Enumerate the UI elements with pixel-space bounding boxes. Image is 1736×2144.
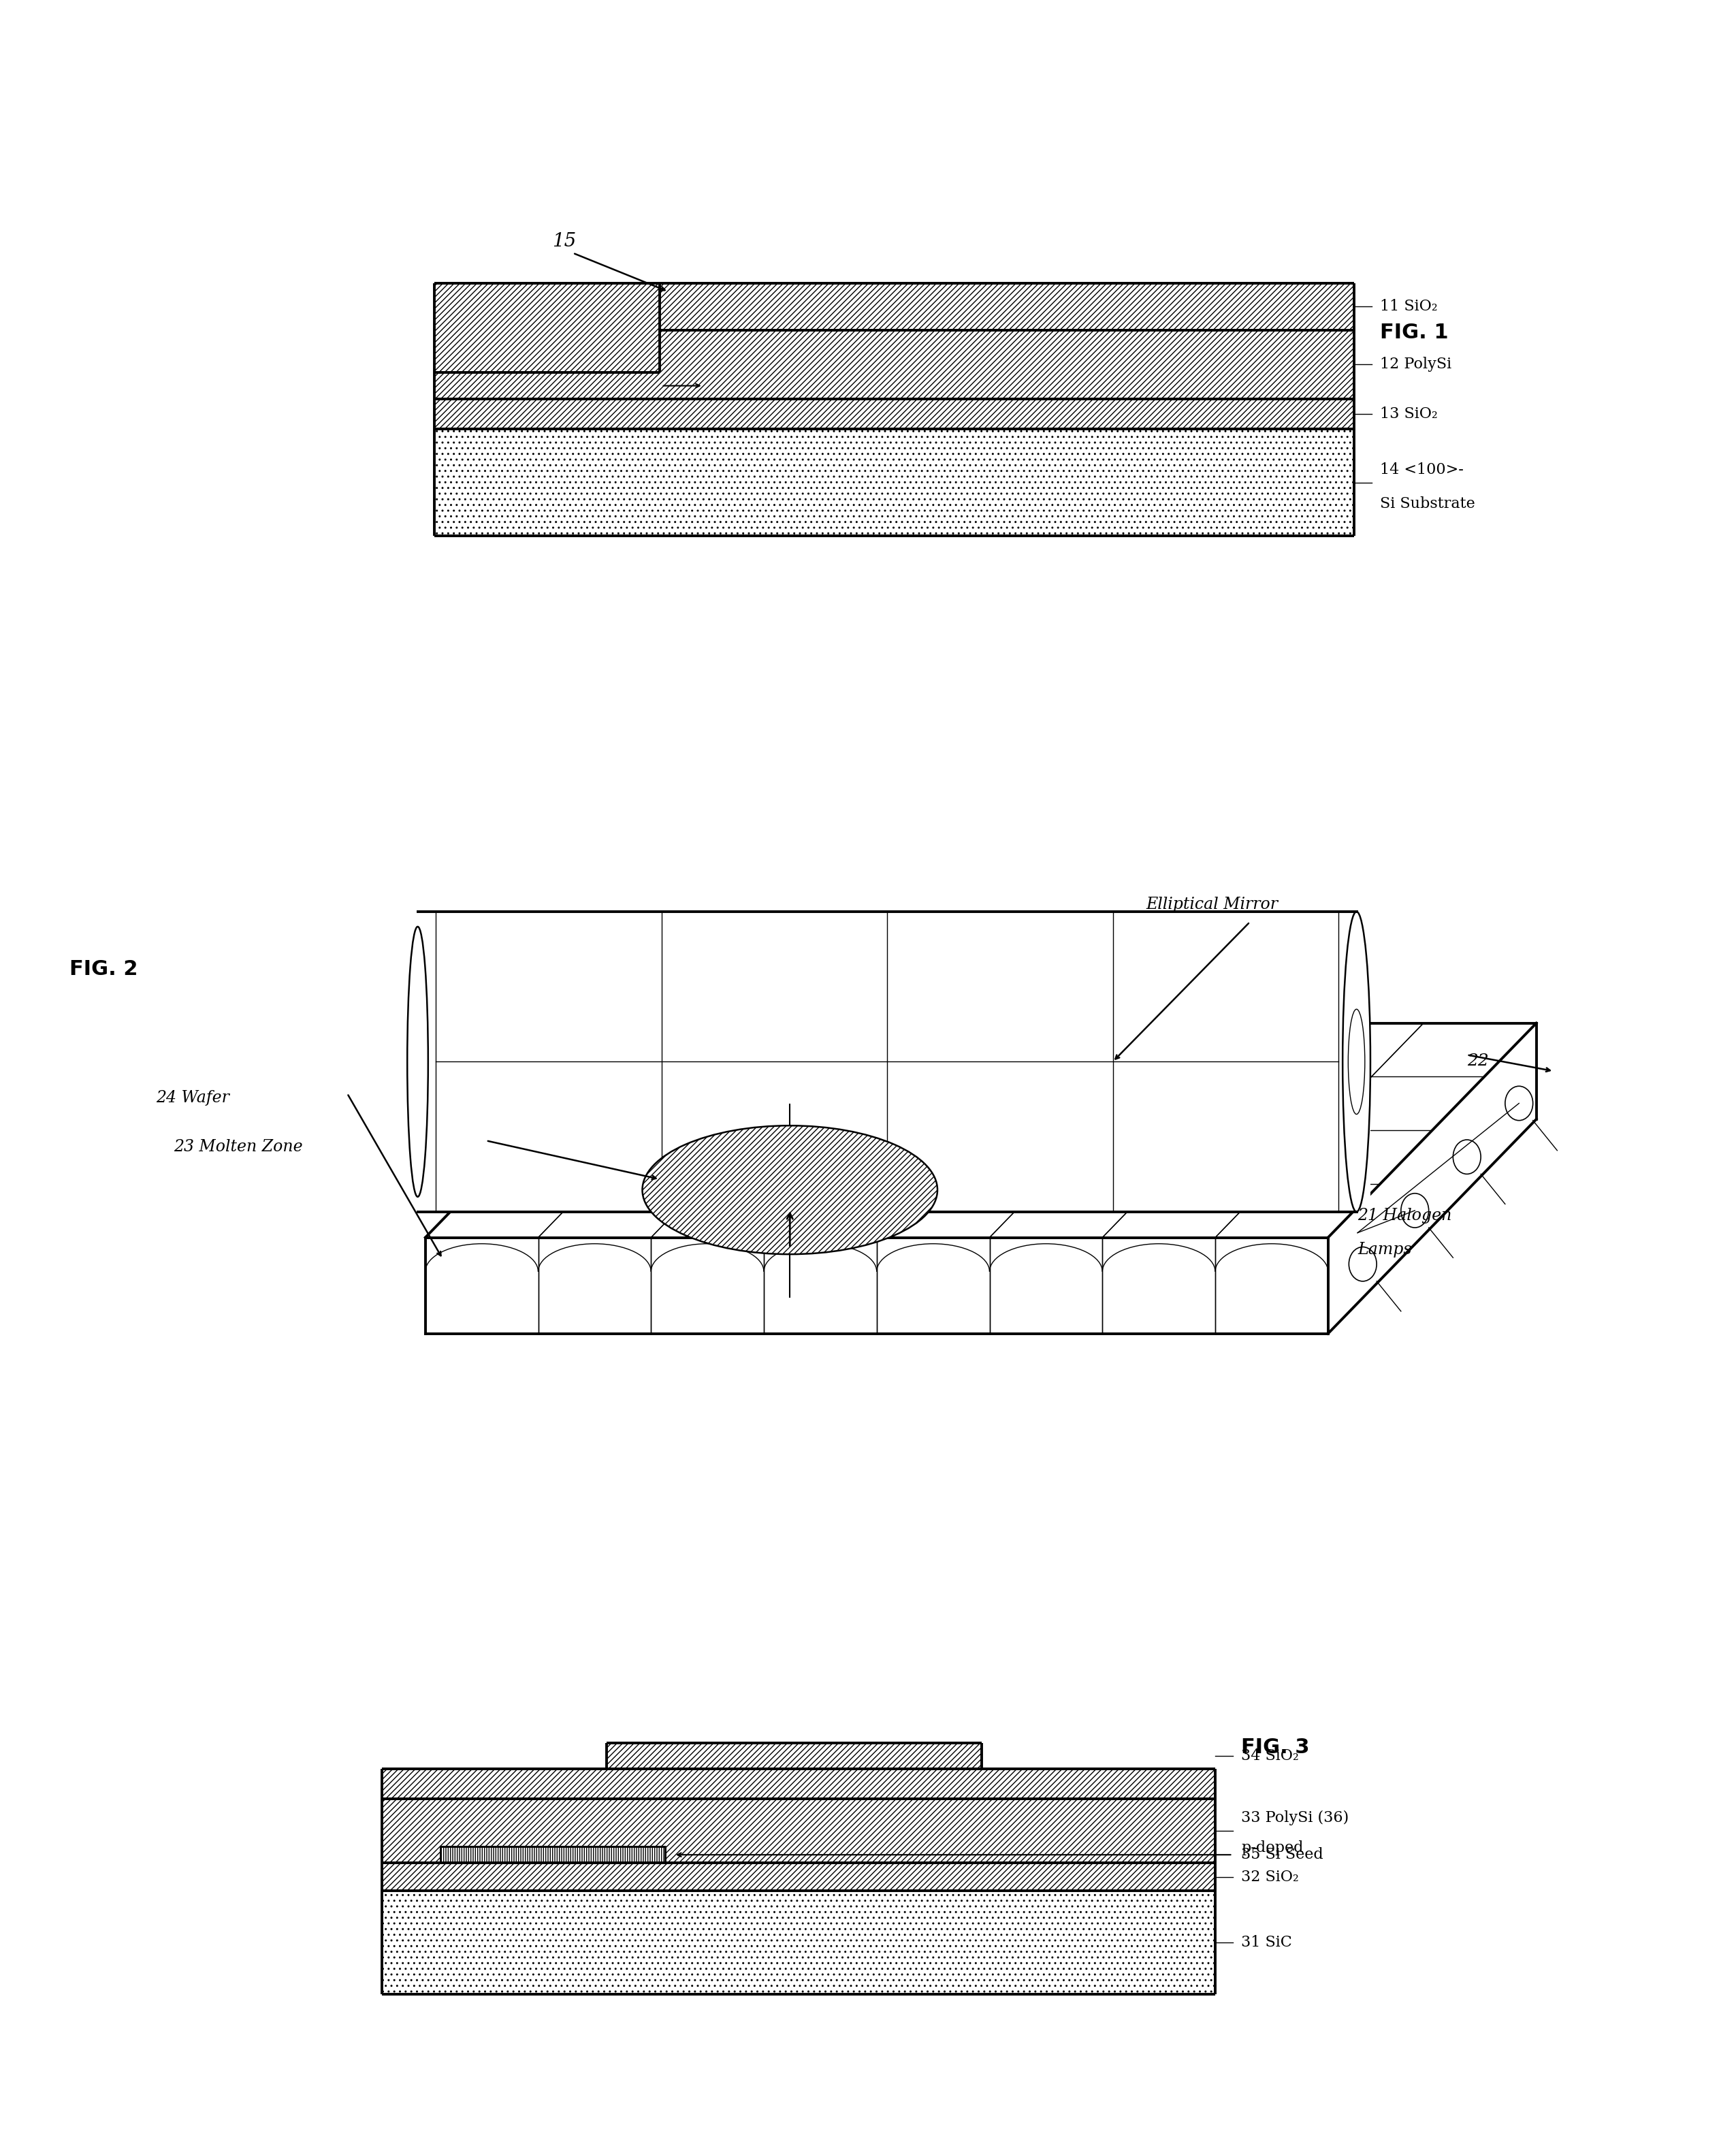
Text: 22: 22: [1467, 1053, 1488, 1070]
Text: 15: 15: [552, 232, 576, 251]
Text: 12 PolySi: 12 PolySi: [1380, 358, 1451, 371]
Polygon shape: [425, 1023, 634, 1334]
Text: 31 SiC: 31 SiC: [1241, 1936, 1292, 1949]
Circle shape: [1453, 1141, 1481, 1175]
Text: 33 PolySi (36): 33 PolySi (36): [1241, 1810, 1349, 1827]
Bar: [608, 1743, 983, 1769]
Bar: [660, 283, 1354, 330]
Text: p-doped: p-doped: [1241, 1842, 1304, 1855]
Text: 11 SiO₂: 11 SiO₂: [1380, 300, 1437, 313]
Text: 32 SiO₂: 32 SiO₂: [1241, 1870, 1299, 1885]
Bar: [434, 399, 1354, 429]
Text: 21 Halogen: 21 Halogen: [1358, 1207, 1451, 1224]
Bar: [382, 1769, 1215, 1799]
Text: Lamps: Lamps: [1358, 1241, 1411, 1259]
Text: 13 SiO₂: 13 SiO₂: [1380, 407, 1437, 420]
Text: FIG. 1: FIG. 1: [1380, 322, 1448, 343]
Text: 14 <100>-: 14 <100>-: [1380, 463, 1463, 476]
Bar: [441, 1846, 665, 1863]
Circle shape: [1505, 1087, 1533, 1121]
Polygon shape: [1328, 1023, 1536, 1334]
Ellipse shape: [642, 1126, 937, 1254]
Bar: [382, 1863, 1215, 1891]
Text: 24 Wafer: 24 Wafer: [156, 1089, 229, 1106]
Circle shape: [1349, 1248, 1377, 1282]
Polygon shape: [425, 1023, 1536, 1237]
Text: 35 Si Seed: 35 Si Seed: [1241, 1848, 1323, 1863]
Text: Si Substrate: Si Substrate: [1380, 497, 1476, 510]
Polygon shape: [425, 1237, 1328, 1334]
Bar: [382, 1891, 1215, 1994]
Text: 23 Molten Zone: 23 Molten Zone: [174, 1138, 302, 1156]
Text: 34 SiO₂: 34 SiO₂: [1241, 1750, 1299, 1762]
Bar: [434, 429, 1354, 536]
Bar: [382, 1799, 1215, 1863]
Bar: [660, 330, 1354, 399]
Text: FIG. 3: FIG. 3: [1241, 1737, 1309, 1758]
Text: FIG. 2: FIG. 2: [69, 958, 137, 980]
Polygon shape: [418, 911, 1370, 1211]
Circle shape: [1401, 1194, 1429, 1229]
Ellipse shape: [408, 926, 429, 1196]
Bar: [434, 283, 660, 373]
Ellipse shape: [1342, 911, 1370, 1211]
Bar: [434, 373, 660, 399]
Text: Elliptical Mirror: Elliptical Mirror: [1146, 896, 1278, 913]
